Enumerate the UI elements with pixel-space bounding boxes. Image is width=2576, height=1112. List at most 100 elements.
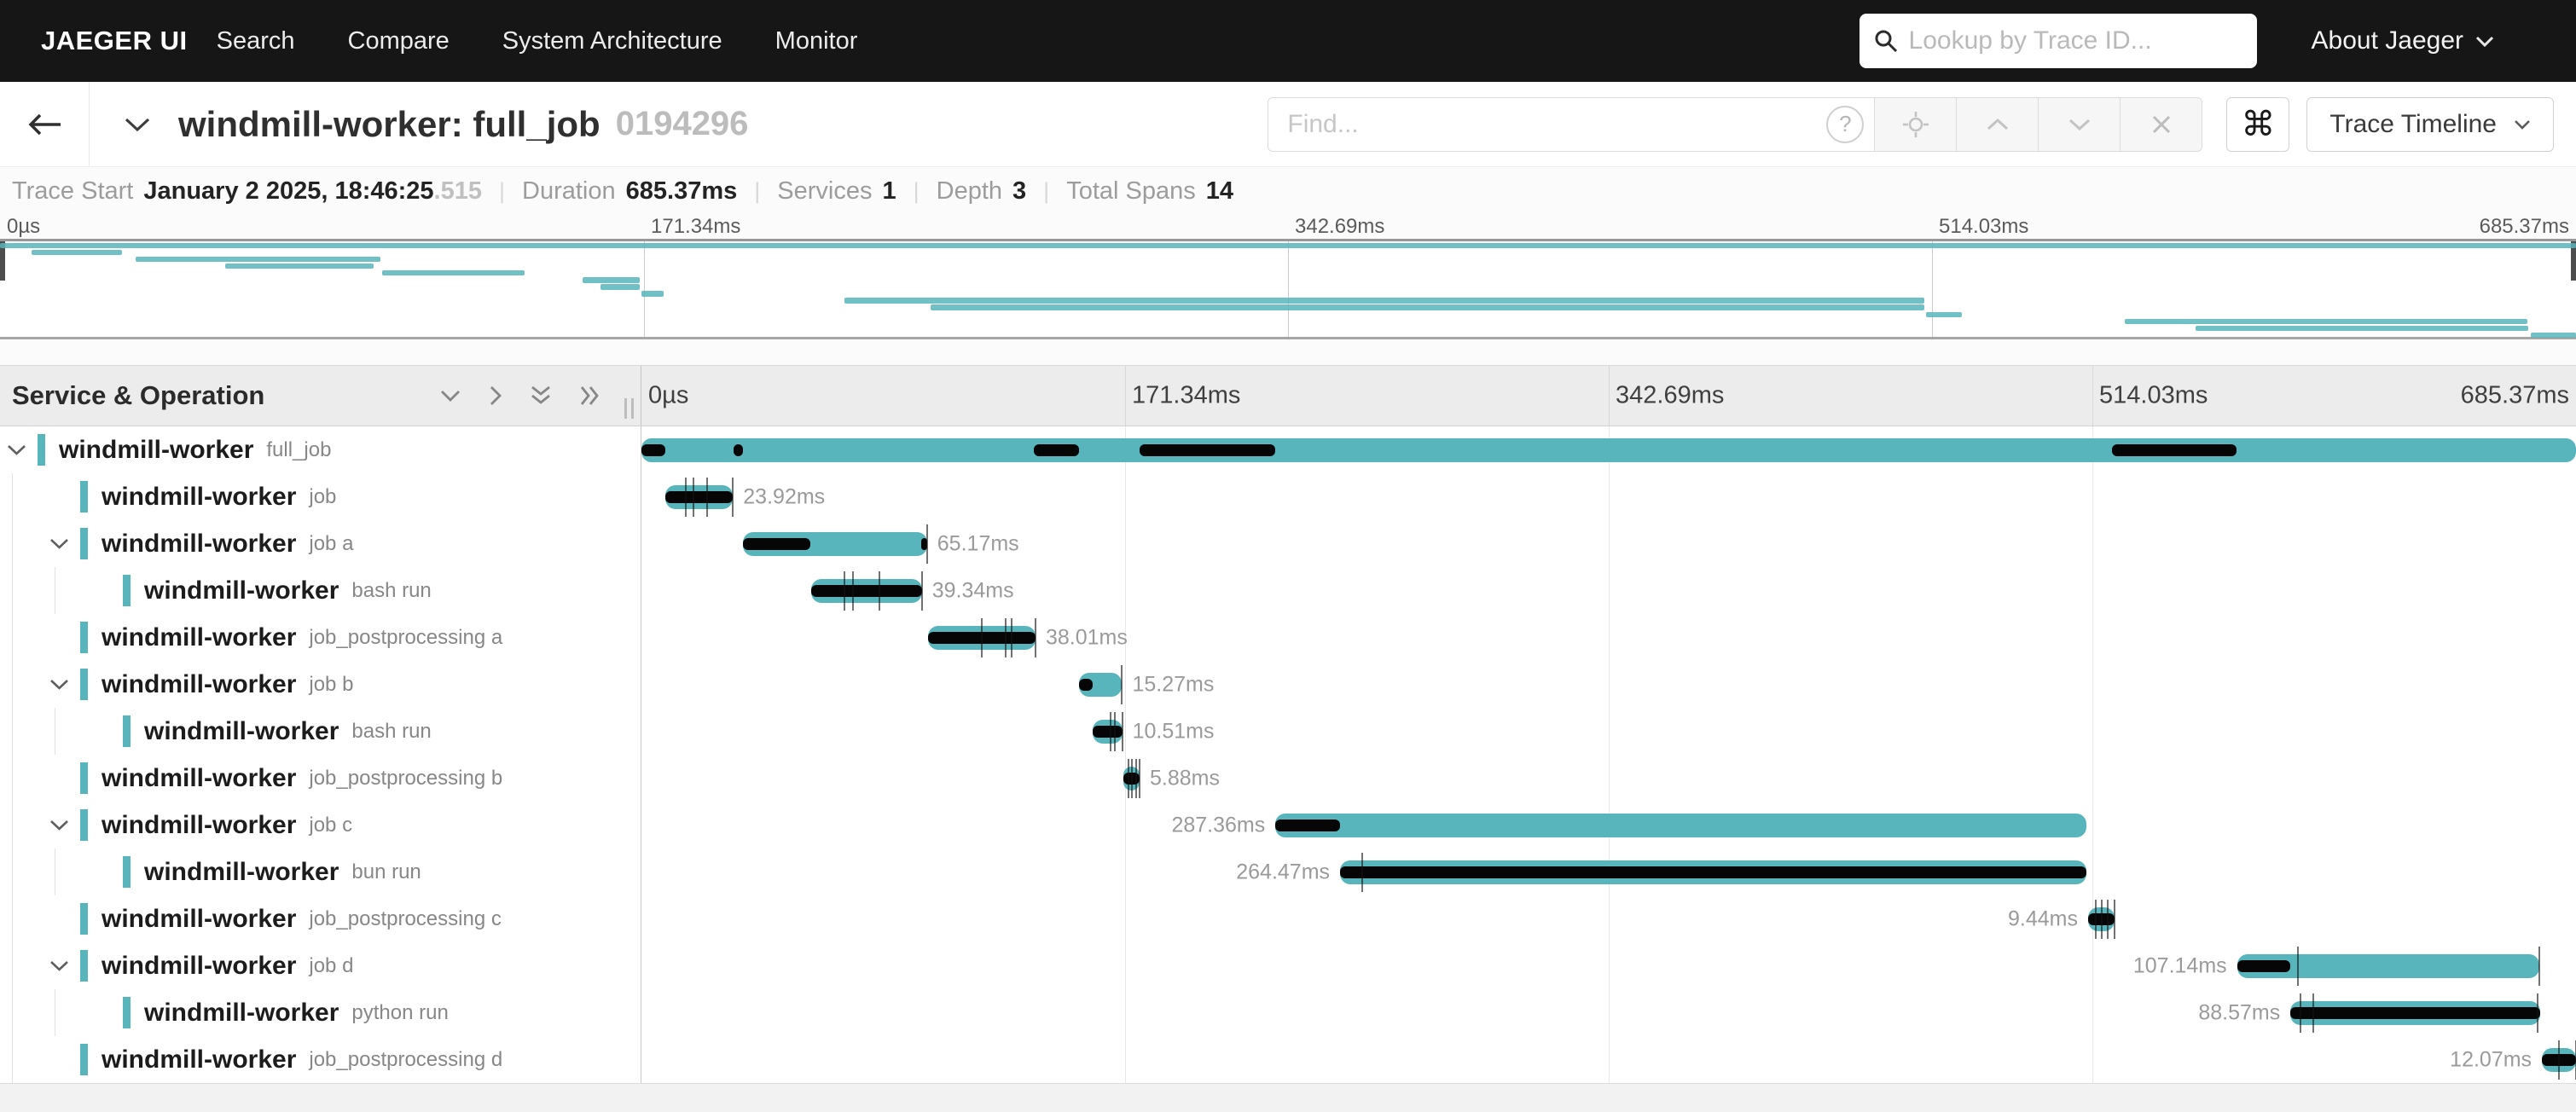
span-bar-row[interactable]: 65.17ms bbox=[641, 520, 2576, 567]
span-bar-row[interactable]: 9.44ms bbox=[641, 895, 2576, 942]
span-bar-row[interactable]: 287.36ms bbox=[641, 802, 2576, 848]
span-bar[interactable] bbox=[743, 524, 928, 564]
span-bar[interactable] bbox=[1123, 758, 1140, 798]
span-bar[interactable] bbox=[1078, 664, 1123, 704]
service-operation-title: Service & Operation bbox=[12, 380, 265, 410]
row-chevron-down-icon[interactable] bbox=[49, 960, 80, 971]
span-duration-label: 15.27ms bbox=[1132, 672, 1215, 696]
span-name-row[interactable]: windmill-worker job bbox=[0, 473, 641, 520]
operation-name: job_postprocessing d bbox=[309, 1047, 503, 1071]
about-jaeger-menu[interactable]: About Jaeger bbox=[2312, 26, 2494, 55]
span-bar[interactable] bbox=[928, 617, 1036, 657]
span-name-row[interactable]: windmill-worker bash run bbox=[0, 708, 641, 755]
nav-item-system-architecture[interactable]: System Architecture bbox=[502, 26, 722, 55]
span-name-row[interactable]: windmill-worker job_postprocessing b bbox=[0, 755, 641, 802]
minimap-left-scrubber[interactable] bbox=[0, 241, 5, 281]
service-color-indicator bbox=[80, 622, 88, 653]
keyboard-shortcuts-button[interactable]: ⌘ bbox=[2226, 96, 2290, 152]
span-bar-row[interactable] bbox=[641, 426, 2576, 473]
close-icon bbox=[2151, 114, 2172, 135]
span-bar-row[interactable]: 88.57ms bbox=[641, 989, 2576, 1036]
span-bar-row[interactable]: 39.34ms bbox=[641, 567, 2576, 614]
span-bar[interactable] bbox=[641, 437, 2576, 462]
expand-all-icon[interactable] bbox=[579, 385, 601, 407]
span-name-row[interactable]: windmill-worker bash run bbox=[0, 567, 641, 614]
span-log-marker bbox=[852, 570, 854, 611]
span-bar[interactable] bbox=[1275, 813, 2087, 837]
span-log-marker bbox=[2558, 1040, 2561, 1080]
span-bar-row[interactable]: 107.14ms bbox=[641, 942, 2576, 989]
gridline bbox=[1125, 426, 1126, 1083]
span-bar[interactable] bbox=[2290, 993, 2541, 1033]
next-result-button[interactable] bbox=[2039, 96, 2121, 152]
row-chevron-down-icon[interactable] bbox=[49, 820, 80, 831]
service-color-indicator bbox=[123, 575, 131, 606]
service-color-indicator bbox=[38, 434, 45, 466]
span-name-row[interactable]: windmill-worker bun run bbox=[0, 848, 641, 895]
span-name-row[interactable]: windmill-worker full_job bbox=[0, 426, 641, 473]
timeline-ticks-header: 0µs 171.34ms 342.69ms 514.03ms 685.37ms bbox=[641, 366, 2576, 426]
span-bar-row[interactable]: 10.51ms bbox=[641, 708, 2576, 755]
row-chevron-down-icon[interactable] bbox=[49, 538, 80, 549]
collapse-one-icon[interactable] bbox=[439, 389, 461, 403]
find-input[interactable] bbox=[1268, 109, 1827, 139]
span-bar[interactable] bbox=[2542, 1040, 2576, 1080]
span-bar[interactable] bbox=[665, 477, 734, 517]
span-name-row[interactable]: windmill-worker job a bbox=[0, 520, 641, 567]
span-bar-row[interactable]: 38.01ms bbox=[641, 614, 2576, 661]
indent-guide bbox=[12, 520, 13, 567]
operation-name: job a bbox=[309, 531, 354, 555]
service-color-indicator bbox=[123, 715, 131, 747]
span-bar-row[interactable]: 12.07ms bbox=[641, 1036, 2576, 1083]
span-name-row[interactable]: windmill-worker job d bbox=[0, 942, 641, 989]
span-duration-label: 264.47ms bbox=[1236, 860, 1331, 883]
column-resize-handle[interactable] bbox=[624, 398, 634, 419]
span-name-row[interactable]: windmill-worker job_postprocessing a bbox=[0, 614, 641, 661]
indent-guide bbox=[12, 942, 13, 989]
span-name-row[interactable]: windmill-worker job_postprocessing d bbox=[0, 1036, 641, 1083]
operation-name: job_postprocessing b bbox=[309, 766, 503, 790]
service-color-indicator bbox=[80, 950, 88, 982]
row-chevron-down-icon[interactable] bbox=[49, 679, 80, 690]
span-bar-row[interactable]: 5.88ms bbox=[641, 755, 2576, 802]
minimap-canvas[interactable] bbox=[0, 239, 2576, 339]
span-bar[interactable] bbox=[810, 570, 923, 611]
span-bar-row[interactable]: 15.27ms bbox=[641, 661, 2576, 708]
span-bar-row[interactable]: 23.92ms bbox=[641, 473, 2576, 520]
row-chevron-down-icon[interactable] bbox=[7, 444, 38, 455]
trace-lookup-input[interactable] bbox=[1908, 26, 2243, 55]
span-bar[interactable] bbox=[1092, 711, 1123, 751]
prev-result-button[interactable] bbox=[1957, 96, 2039, 152]
span-self-time-overlay bbox=[1140, 443, 1275, 456]
back-button[interactable] bbox=[0, 82, 90, 166]
minimap-span-bar bbox=[2530, 332, 2576, 339]
service-color-indicator bbox=[123, 997, 131, 1028]
collapse-all-icon[interactable] bbox=[530, 385, 552, 407]
operation-name: job d bbox=[309, 953, 354, 977]
summary-label: Services bbox=[777, 177, 873, 205]
expand-one-icon[interactable] bbox=[489, 385, 502, 407]
minimap-right-scrubber[interactable] bbox=[2571, 241, 2576, 281]
span-name-row[interactable]: windmill-worker python run bbox=[0, 989, 641, 1036]
span-bar[interactable] bbox=[2237, 946, 2541, 986]
collapse-trace-button[interactable] bbox=[124, 117, 151, 132]
focus-span-button[interactable] bbox=[1875, 96, 1958, 152]
timeline-header-row: Service & Operation 0µs 171.34ms 342.69ms 5… bbox=[0, 365, 2576, 426]
app-logo[interactable]: JAEGER UI bbox=[41, 26, 188, 55]
span-name-row[interactable]: windmill-worker job c bbox=[0, 802, 641, 848]
trace-header-controls: ? bbox=[1268, 96, 2554, 152]
nav-item-search[interactable]: Search bbox=[216, 26, 295, 55]
trace-view-selector[interactable]: Trace Timeline bbox=[2306, 96, 2554, 152]
span-duration-label: 10.51ms bbox=[1132, 719, 1215, 743]
span-bar[interactable] bbox=[1340, 852, 2087, 892]
summary-divider: | bbox=[913, 177, 920, 204]
span-bar[interactable] bbox=[2087, 899, 2116, 939]
help-icon[interactable]: ? bbox=[1826, 105, 1865, 143]
nav-item-monitor[interactable]: Monitor bbox=[775, 26, 858, 55]
nav-item-compare[interactable]: Compare bbox=[347, 26, 450, 55]
clear-search-button[interactable] bbox=[2121, 96, 2203, 152]
span-bar-row[interactable]: 264.47ms bbox=[641, 848, 2576, 895]
span-name-row[interactable]: windmill-worker job b bbox=[0, 661, 641, 708]
minimap-span-bar bbox=[32, 249, 122, 256]
span-name-row[interactable]: windmill-worker job_postprocessing c bbox=[0, 895, 641, 942]
